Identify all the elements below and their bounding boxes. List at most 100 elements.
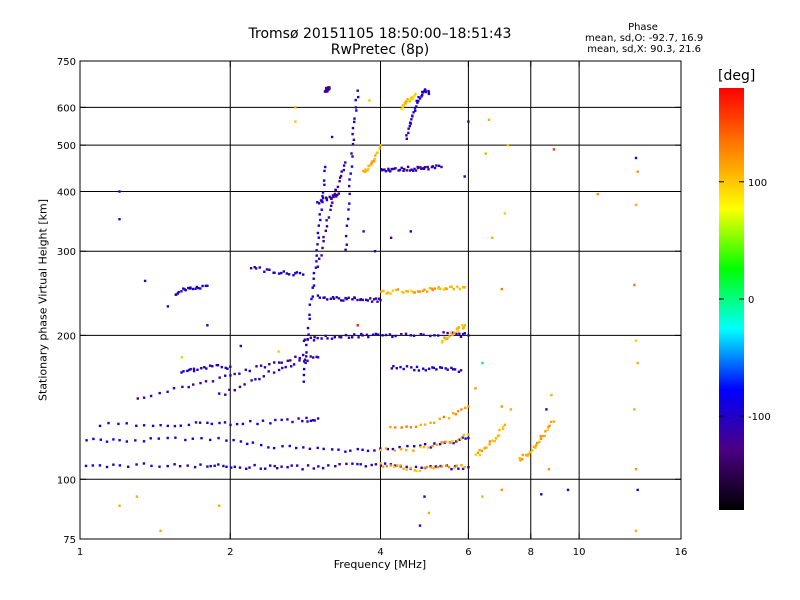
echo-point (248, 466, 251, 469)
echo-point (85, 439, 88, 442)
echo-point (427, 367, 431, 370)
echo-point (268, 363, 271, 366)
echo-point (267, 446, 270, 449)
echo-point (467, 334, 470, 337)
echo-point (460, 324, 464, 327)
echo-point (265, 268, 269, 271)
echo-point (351, 132, 354, 136)
echo-point (229, 365, 232, 368)
x-tick-label: 4 (377, 547, 383, 558)
echo-point (206, 465, 209, 468)
echo-point (286, 359, 289, 362)
echo-point (393, 464, 397, 467)
colorbar-unit-label: [deg] (718, 68, 756, 84)
echo-point (273, 464, 276, 468)
echo-point (539, 437, 543, 440)
echo-point (316, 356, 320, 359)
echo-point (416, 101, 419, 104)
echo-point (451, 440, 454, 443)
echo-point (118, 218, 121, 221)
echo-point (450, 285, 453, 288)
echo-point (413, 291, 417, 294)
echo-point (527, 453, 530, 456)
echo-point (503, 212, 507, 215)
echo-point (435, 368, 438, 371)
echo-point (323, 296, 326, 299)
echo-point (467, 466, 470, 469)
echo-point (184, 289, 187, 292)
echo-point (392, 465, 396, 469)
echo-point (432, 467, 436, 470)
echo-point (338, 335, 341, 339)
echo-point (351, 298, 354, 301)
echo-point (391, 289, 395, 292)
echo-point (453, 331, 456, 335)
echo-point (333, 193, 336, 196)
echo-point (320, 199, 324, 203)
echo-point (180, 356, 184, 359)
echo-point (540, 493, 543, 496)
echo-point (233, 372, 236, 376)
echo-point (503, 423, 507, 426)
echo-point (135, 463, 138, 466)
echo-point (452, 287, 455, 291)
echo-point (336, 185, 340, 189)
echo-point (424, 90, 427, 94)
echo-point (127, 465, 130, 468)
echo-point (313, 419, 316, 422)
echo-point (409, 122, 412, 125)
echo-point (431, 288, 434, 292)
echo-point (333, 336, 336, 339)
echo-point (280, 465, 283, 468)
echo-point (384, 333, 388, 337)
echo-point (307, 333, 310, 336)
echo-point (417, 369, 421, 372)
echo-point (342, 164, 346, 167)
echo-point (316, 243, 319, 246)
echo-point (633, 408, 636, 411)
echo-point (634, 203, 638, 207)
echo-point (417, 95, 420, 99)
y-tick-label: 300 (57, 247, 76, 258)
echo-point (445, 464, 448, 467)
echo-point (205, 367, 208, 370)
echo-point (142, 424, 146, 427)
echo-point (315, 260, 318, 263)
echo-point (326, 88, 329, 92)
echo-point (125, 440, 128, 443)
echo-point (294, 272, 297, 275)
echo-point (246, 442, 249, 446)
echo-point (353, 117, 356, 120)
echo-point (312, 271, 316, 275)
echo-point (315, 355, 318, 359)
echo-point (209, 438, 212, 442)
echo-point (302, 339, 306, 343)
echo-point (314, 266, 318, 269)
echo-point (377, 297, 381, 300)
echo-point (290, 365, 293, 368)
echo-point (316, 417, 320, 420)
echo-point (374, 297, 378, 300)
echo-point (228, 388, 231, 391)
echo-point (316, 336, 319, 340)
y-tick-label: 75 (63, 535, 76, 546)
echo-point (425, 465, 429, 469)
echo-point (323, 183, 326, 186)
echo-point (290, 464, 293, 467)
echo-point (347, 217, 350, 221)
echo-point (426, 446, 430, 449)
echo-point (149, 437, 152, 440)
echo-point (500, 405, 503, 408)
echo-point (412, 111, 415, 114)
echo-point (192, 383, 195, 386)
echo-point (422, 90, 426, 93)
echo-point (356, 89, 359, 92)
echo-point (332, 297, 336, 300)
echo-point (531, 449, 534, 452)
echo-point (431, 165, 435, 168)
echo-point (286, 418, 289, 421)
echo-point (324, 229, 327, 232)
echo-point (487, 118, 491, 121)
echo-point (407, 127, 410, 130)
echo-point (463, 332, 466, 335)
